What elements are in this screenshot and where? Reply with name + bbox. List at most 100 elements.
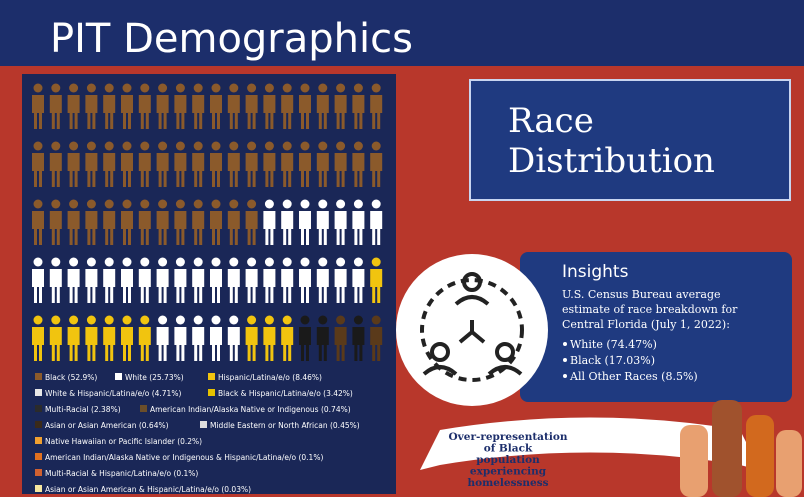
- person-head: [158, 141, 168, 151]
- person-head: [300, 199, 310, 209]
- legend-swatch: [35, 437, 42, 444]
- person-head: [229, 199, 239, 209]
- person-head: [33, 141, 43, 151]
- person-head: [318, 83, 328, 93]
- person-body: [103, 327, 116, 361]
- bullet-dot: [563, 358, 567, 362]
- person-head: [158, 257, 168, 267]
- person-body: [138, 327, 151, 361]
- person-head: [353, 257, 363, 267]
- person-body: [174, 211, 187, 245]
- person-head: [211, 315, 221, 325]
- person-body: [227, 269, 240, 303]
- person-head: [300, 315, 310, 325]
- person-body: [192, 327, 205, 361]
- person-body: [121, 211, 133, 245]
- person-body: [210, 269, 222, 303]
- person-head: [193, 141, 203, 151]
- person-body: [281, 153, 294, 187]
- person-head: [229, 141, 239, 151]
- person-body: [334, 95, 347, 129]
- person-head: [175, 257, 185, 267]
- person-body: [67, 269, 80, 303]
- person-head: [86, 83, 96, 93]
- person-head: [264, 315, 274, 325]
- person-body: [370, 95, 383, 129]
- legend-swatch: [208, 373, 215, 380]
- person-body: [49, 211, 62, 245]
- person-body: [352, 269, 365, 303]
- person-body: [370, 269, 383, 303]
- person-head: [33, 315, 43, 325]
- title: PIT Demographics: [50, 16, 413, 62]
- legend-label: White (25.73%): [125, 373, 184, 382]
- person-head: [193, 257, 203, 267]
- person-head: [158, 199, 168, 209]
- person-body: [263, 211, 276, 245]
- person-body: [156, 269, 169, 303]
- person-body: [370, 211, 383, 245]
- person-head: [51, 315, 61, 325]
- person-head: [353, 83, 363, 93]
- person-head: [69, 257, 79, 267]
- person-head: [371, 257, 381, 267]
- person-head: [193, 315, 203, 325]
- network-icon: [420, 272, 524, 382]
- race-title: Race: [508, 101, 594, 141]
- person-head: [140, 315, 150, 325]
- person-body: [67, 95, 80, 129]
- person-body: [67, 327, 80, 361]
- person-head: [264, 199, 274, 209]
- person-body: [316, 211, 329, 245]
- person-head: [353, 199, 363, 209]
- person-body: [192, 95, 205, 129]
- person-body: [299, 269, 311, 303]
- person-head: [140, 141, 150, 151]
- race-title: Distribution: [508, 141, 715, 181]
- person-body: [192, 153, 205, 187]
- person-head: [69, 83, 79, 93]
- person-body: [263, 95, 276, 129]
- person-body: [245, 95, 258, 129]
- person-head: [51, 257, 61, 267]
- person-head: [318, 257, 328, 267]
- person-body: [281, 327, 294, 361]
- person-body: [138, 95, 151, 129]
- person-body: [352, 95, 365, 129]
- person-head: [86, 315, 96, 325]
- legend-swatch: [35, 485, 42, 492]
- person-body: [138, 153, 151, 187]
- person-head: [33, 257, 43, 267]
- person-body: [85, 95, 98, 129]
- person-body: [281, 211, 294, 245]
- person-head: [282, 315, 292, 325]
- person-head: [140, 199, 150, 209]
- person-head: [104, 315, 114, 325]
- person-body: [85, 327, 98, 361]
- person-body: [281, 95, 294, 129]
- person-body: [281, 269, 294, 303]
- person-head: [371, 141, 381, 151]
- legend-swatch: [140, 405, 147, 412]
- person-body: [49, 153, 62, 187]
- person-head: [122, 257, 132, 267]
- person-body: [334, 211, 347, 245]
- legend-swatch: [35, 453, 42, 460]
- legend-label: Multi-Racial (2.38%): [45, 405, 121, 414]
- person-head: [247, 141, 257, 151]
- person-body: [352, 211, 365, 245]
- insights-bullet: White (74.47%): [570, 338, 657, 351]
- person-head: [122, 141, 132, 151]
- person-body: [334, 153, 347, 187]
- person-body: [245, 211, 258, 245]
- person-body: [156, 95, 169, 129]
- person-body: [174, 327, 187, 361]
- person-body: [263, 269, 276, 303]
- callout-text: of Black: [484, 443, 533, 455]
- header-band: [0, 0, 804, 66]
- person-head: [122, 199, 132, 209]
- person-body: [121, 153, 133, 187]
- person-head: [300, 141, 310, 151]
- legend-label: American Indian/Alaska Native or Indigen…: [45, 453, 323, 462]
